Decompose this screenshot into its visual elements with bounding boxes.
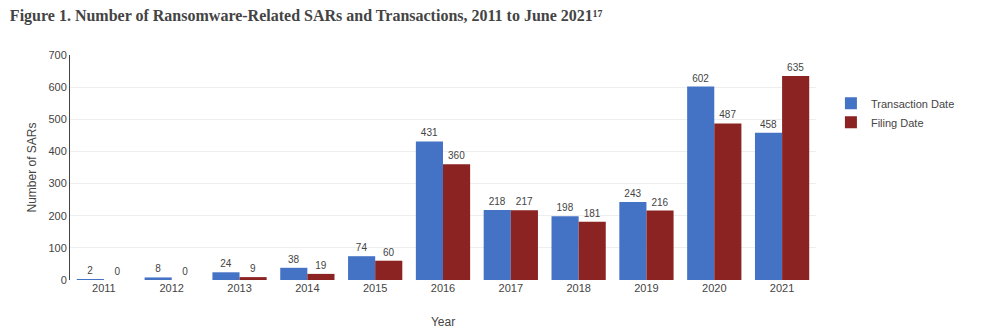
- svg-text:2: 2: [87, 265, 93, 276]
- svg-text:181: 181: [584, 208, 601, 219]
- svg-text:500: 500: [48, 113, 66, 125]
- svg-text:200: 200: [48, 210, 66, 222]
- svg-text:0: 0: [61, 274, 67, 286]
- svg-text:431: 431: [421, 127, 438, 138]
- svg-text:300: 300: [48, 177, 66, 189]
- svg-text:2012: 2012: [159, 282, 183, 294]
- svg-text:38: 38: [288, 254, 300, 265]
- svg-text:8: 8: [155, 263, 161, 274]
- svg-text:2019: 2019: [634, 282, 658, 294]
- svg-text:400: 400: [48, 145, 66, 157]
- svg-text:602: 602: [692, 73, 709, 84]
- svg-text:2013: 2013: [227, 282, 251, 294]
- svg-text:600: 600: [48, 81, 66, 93]
- svg-text:360: 360: [448, 150, 465, 161]
- svg-text:Transaction Date: Transaction Date: [871, 98, 954, 110]
- svg-text:2011: 2011: [92, 282, 116, 294]
- svg-text:2020: 2020: [702, 282, 726, 294]
- svg-text:198: 198: [557, 202, 574, 213]
- svg-text:217: 217: [516, 196, 533, 207]
- svg-text:74: 74: [356, 242, 368, 253]
- svg-text:0: 0: [182, 266, 188, 277]
- svg-text:2016: 2016: [431, 282, 455, 294]
- svg-text:635: 635: [787, 62, 804, 73]
- svg-text:700: 700: [48, 49, 66, 61]
- svg-text:458: 458: [760, 119, 777, 130]
- svg-text:9: 9: [250, 263, 256, 274]
- svg-text:2014: 2014: [295, 282, 319, 294]
- svg-text:60: 60: [383, 247, 395, 258]
- svg-text:243: 243: [624, 188, 641, 199]
- svg-text:24: 24: [220, 258, 232, 269]
- svg-text:487: 487: [719, 109, 736, 120]
- svg-text:100: 100: [48, 242, 66, 254]
- svg-text:Figure 1. Number of Ransomware: Figure 1. Number of Ransomware-Related S…: [10, 7, 603, 25]
- svg-text:218: 218: [489, 196, 506, 207]
- svg-text:216: 216: [651, 197, 668, 208]
- svg-text:Year: Year: [431, 315, 455, 329]
- svg-text:2021: 2021: [770, 282, 794, 294]
- svg-text:19: 19: [315, 260, 327, 271]
- svg-text:2015: 2015: [363, 282, 387, 294]
- svg-text:Filing Date: Filing Date: [871, 117, 924, 129]
- svg-text:Number of SARs: Number of SARs: [25, 122, 39, 212]
- svg-text:0: 0: [114, 266, 120, 277]
- svg-text:2018: 2018: [566, 282, 590, 294]
- svg-text:2017: 2017: [499, 282, 523, 294]
